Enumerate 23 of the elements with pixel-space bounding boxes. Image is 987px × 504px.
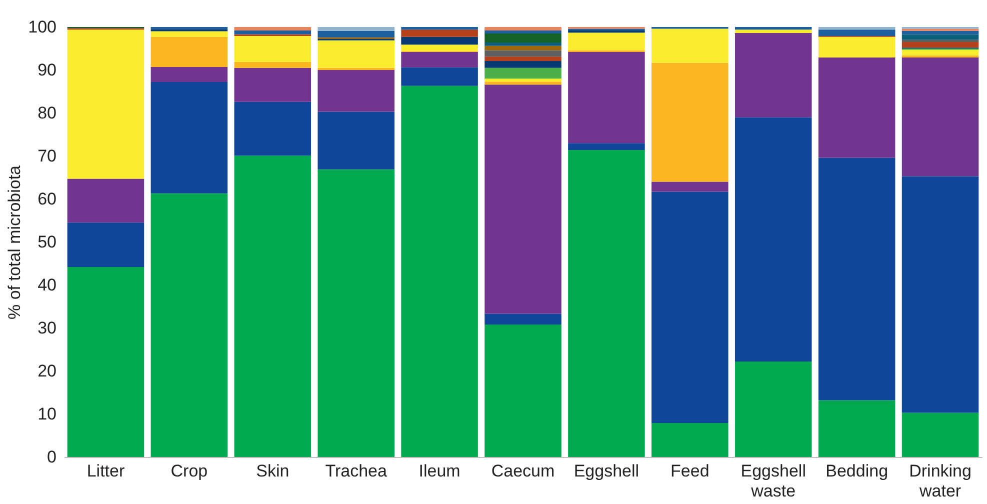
- y-tick-label: 10: [38, 404, 56, 424]
- x-tick-label: Bedding: [826, 462, 888, 480]
- y-axis-title: % of total microbiota: [5, 164, 24, 320]
- y-tick-label: 30: [38, 318, 56, 338]
- y-tick-label: 100: [28, 18, 56, 36]
- y-tick-label: 70: [38, 146, 56, 166]
- y-tick-label: 40: [38, 276, 56, 294]
- x-tick-label: Caecum: [491, 462, 555, 480]
- x-tick-label: Drinking water: [909, 462, 972, 500]
- y-tick-label: 50: [38, 232, 56, 252]
- x-tick-label: Eggshell: [574, 462, 640, 480]
- y-tick-label: 0: [47, 448, 56, 466]
- x-tick-label: Eggshell waste: [740, 462, 806, 500]
- y-tick-label: 20: [38, 362, 56, 380]
- x-tick-label: Trachea: [325, 462, 388, 480]
- x-tick-label: Crop: [170, 462, 208, 480]
- y-tick-label: 60: [38, 190, 56, 208]
- y-tick-label: 80: [38, 104, 56, 122]
- y-tick-label: 90: [38, 60, 56, 80]
- x-tick-label: Feed: [670, 462, 710, 480]
- x-tick-label: Litter: [86, 462, 125, 480]
- x-tick-label: Skin: [256, 462, 290, 480]
- x-tick-label: Ileum: [418, 462, 460, 480]
